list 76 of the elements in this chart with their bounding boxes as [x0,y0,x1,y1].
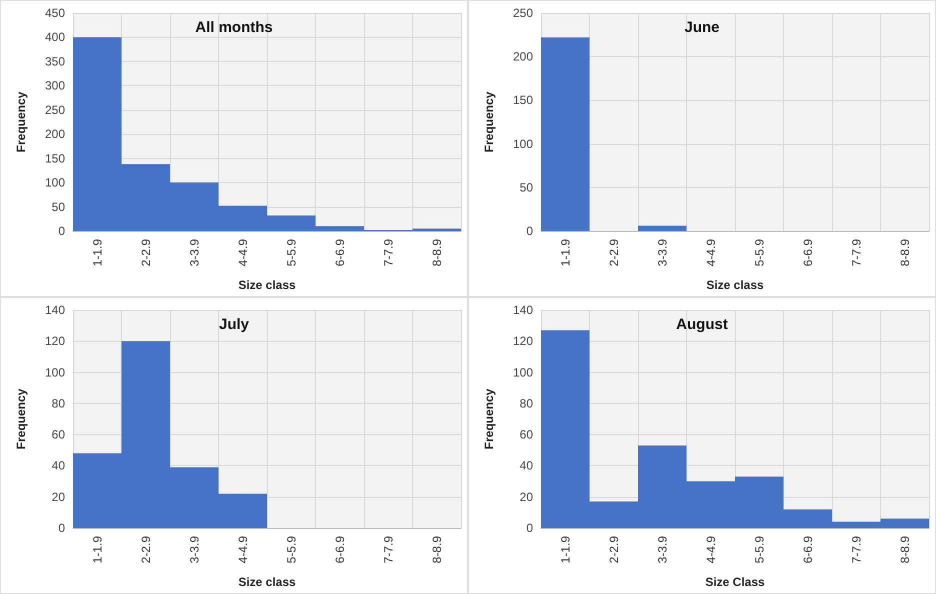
x-axis-title: Size Class [705,575,766,589]
x-tick-label: 8-8.9 [430,536,444,564]
y-tick-label: 80 [520,396,534,410]
y-tick-label: 300 [44,78,66,93]
x-tick-label: 2-2.9 [606,536,621,564]
y-tick-label: 400 [44,30,66,44]
x-tick-label: 8-8.9 [430,238,444,266]
x-axis-title: Size class [706,278,764,292]
x-tick-label: 1-1.9 [558,238,572,266]
x-tick-label: 3-3.9 [655,536,670,564]
y-axis-title: Frequency [14,91,28,152]
chart-title: June [684,19,720,36]
y-tick-label: 60 [52,428,66,442]
x-tick-label: 6-6.9 [800,536,815,564]
y-axis-title: Frequency [482,388,496,450]
y-tick-label: 100 [44,365,66,380]
y-tick-label: 100 [512,136,534,151]
x-tick-label: 4-4.9 [704,238,718,266]
y-tick-label: 120 [44,334,66,348]
x-axis-title: Size class [238,278,296,292]
x-tick-label: 6-6.9 [332,536,347,564]
x-tick-label: 7-7.9 [381,536,396,564]
y-tick-label: 0 [58,224,66,238]
x-tick-label: 6-6.9 [800,238,815,266]
y-axis-title: Frequency [482,91,496,152]
x-tick-label: 7-7.9 [849,536,864,564]
x-tick-label: 2-2.9 [138,238,153,266]
x-tick-label: 1-1.9 [90,238,104,266]
y-tick-label: 250 [512,6,534,20]
y-tick-label: 0 [526,224,534,238]
x-tick-label: 5-5.9 [284,536,298,564]
y-tick-label: 140 [44,303,66,317]
y-tick-label: 0 [58,521,66,535]
chart-title: July [218,316,250,333]
y-tick-label: 40 [52,458,66,473]
x-tick-label: 5-5.9 [752,536,766,564]
y-tick-label: 0 [526,521,534,535]
x-tick-label: 7-7.9 [849,238,864,266]
y-tick-label: 100 [44,176,66,190]
x-tick-label: 4-4.9 [704,536,718,564]
y-tick-label: 60 [520,428,534,442]
y-tick-label: 100 [512,365,534,380]
x-tick-label: 8-8.9 [898,238,912,266]
x-tick-label: 1-1.9 [90,536,104,564]
y-tick-label: 50 [520,180,534,194]
y-tick-label: 200 [512,50,534,64]
x-tick-label: 1-1.9 [558,536,572,564]
x-tick-label: 2-2.9 [138,536,153,564]
x-tick-label: 5-5.9 [752,238,766,266]
y-tick-label: 50 [52,200,66,214]
x-tick-label: 3-3.9 [655,238,670,266]
x-tick-label: 5-5.9 [284,238,298,266]
x-tick-label: 7-7.9 [381,238,396,266]
x-tick-label: 4-4.9 [236,238,250,266]
y-tick-label: 200 [44,127,66,142]
x-tick-label: 2-2.9 [606,238,621,266]
y-tick-label: 80 [52,396,66,410]
x-tick-label: 8-8.9 [898,536,912,564]
chart-title: August [676,316,728,333]
x-axis-title: Size class [238,575,296,589]
chart-title: All months [195,19,273,36]
y-tick-label: 20 [52,490,66,504]
x-tick-label: 3-3.9 [187,238,202,266]
y-tick-label: 250 [44,102,66,117]
y-tick-label: 450 [44,6,66,20]
y-tick-label: 120 [512,334,534,348]
x-tick-label: 6-6.9 [332,238,347,266]
y-tick-label: 40 [520,458,534,473]
y-tick-label: 150 [44,151,66,166]
x-tick-label: 3-3.9 [187,536,202,564]
y-tick-label: 350 [44,54,66,68]
y-tick-label: 150 [512,93,534,108]
x-tick-label: 4-4.9 [236,536,250,564]
y-tick-label: 140 [512,303,534,317]
y-axis-title: Frequency [14,388,28,450]
y-tick-label: 20 [520,490,534,504]
